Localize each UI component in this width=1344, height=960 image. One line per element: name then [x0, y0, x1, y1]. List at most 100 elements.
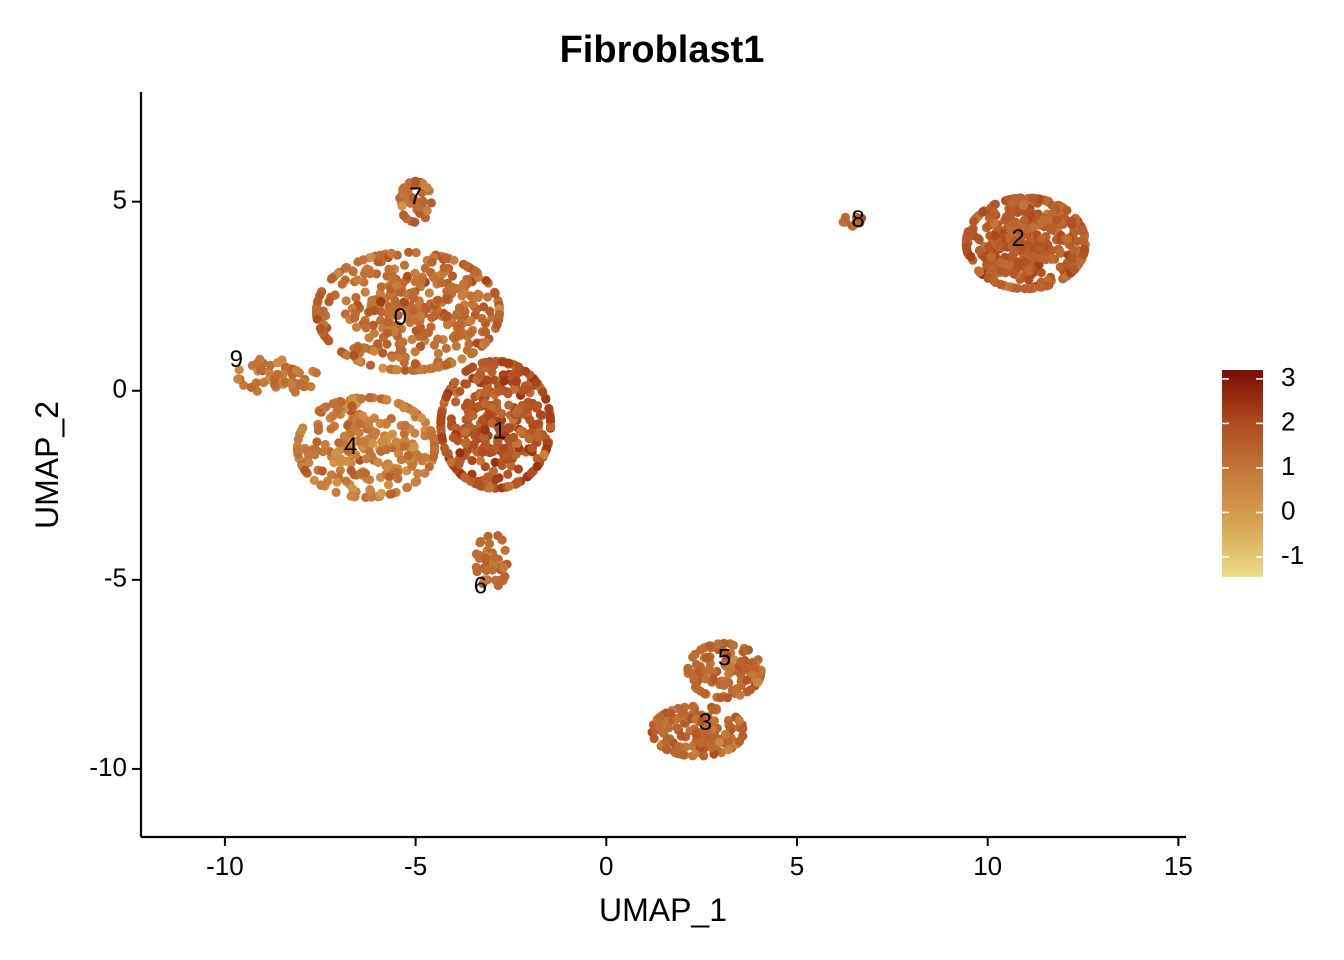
cell-point: [341, 296, 351, 306]
cell-point: [484, 539, 495, 549]
cell-point: [360, 287, 370, 297]
cell-point: [1036, 253, 1046, 263]
cell-point: [413, 468, 423, 479]
cell-point: [312, 437, 322, 447]
cell-point: [328, 399, 338, 409]
cell-point: [399, 441, 409, 451]
x-tick-label: 5: [790, 851, 804, 881]
cell-point: [358, 411, 368, 421]
cell-point: [1019, 215, 1029, 225]
cell-point: [701, 674, 711, 684]
cell-point: [963, 227, 973, 237]
cell-point: [446, 457, 456, 467]
cell-point: [697, 716, 707, 726]
cell-point: [700, 688, 710, 699]
cell-point: [506, 461, 516, 471]
cell-point: [392, 365, 402, 375]
cell-point: [1023, 265, 1033, 275]
cell-point: [332, 477, 342, 487]
cell-point: [402, 271, 413, 281]
cell-point: [503, 389, 513, 399]
cell-point: [467, 299, 477, 309]
cell-point: [339, 431, 349, 441]
cell-point: [487, 367, 497, 377]
colorbar-tick-label: 0: [1281, 495, 1295, 525]
cell-point: [1012, 283, 1023, 293]
cell-point: [300, 465, 310, 475]
cell-point: [369, 306, 379, 316]
cell-point: [376, 488, 387, 498]
cell-point: [399, 211, 409, 221]
cell-point: [397, 201, 407, 211]
cell-point: [996, 279, 1006, 289]
cell-point: [458, 329, 468, 339]
cell-point: [376, 282, 386, 292]
cell-point: [367, 295, 377, 306]
cell-point: [383, 317, 393, 327]
x-tick-label: -5: [404, 851, 427, 881]
cell-point: [477, 313, 487, 324]
cell-point: [317, 466, 327, 476]
cell-point: [662, 734, 673, 744]
cell-point: [1072, 236, 1082, 246]
cell-point: [719, 680, 729, 691]
cell-point: [400, 365, 410, 375]
cluster-label-9: 9: [230, 346, 243, 373]
cell-point: [969, 216, 979, 226]
cell-point: [320, 439, 330, 450]
cell-point: [390, 295, 400, 306]
cell-point: [430, 311, 440, 321]
cell-point: [409, 287, 419, 297]
cell-point: [688, 701, 698, 711]
colorbar-tick-label: 2: [1281, 406, 1295, 436]
cell-point: [723, 745, 733, 755]
cell-point: [661, 744, 672, 754]
cell-point: [418, 196, 428, 206]
cell-point: [492, 320, 502, 330]
cluster-label-0: 0: [394, 304, 407, 331]
cell-point: [535, 410, 546, 420]
cell-point: [361, 323, 371, 333]
cell-point: [411, 176, 421, 186]
cell-point: [387, 274, 397, 284]
cell-point: [459, 279, 469, 289]
cell-point: [539, 449, 549, 460]
cell-point: [666, 708, 676, 718]
cell-point: [326, 424, 336, 434]
colorbar-ticks: 3 2 1 0 -1: [1222, 362, 1304, 570]
cell-point: [371, 269, 382, 279]
cell-point: [409, 407, 419, 417]
cell-point: [346, 491, 356, 501]
cell-point: [449, 255, 459, 265]
cell-point: [1079, 237, 1089, 247]
cell-point: [415, 365, 425, 375]
cell-point: [451, 397, 461, 407]
cell-point: [384, 472, 394, 482]
cell-point: [1036, 218, 1046, 229]
cell-point: [433, 348, 443, 359]
cluster-label-4: 4: [344, 433, 357, 460]
cell-point: [734, 715, 744, 726]
cluster-label-6: 6: [474, 573, 487, 600]
cell-point: [420, 468, 430, 478]
cell-point: [381, 445, 391, 455]
cell-point: [503, 469, 513, 479]
cell-point: [708, 674, 718, 684]
x-axis-label: UMAP_1: [599, 892, 727, 928]
cell-point: [515, 426, 526, 436]
cell-point: [517, 386, 527, 396]
cell-point: [397, 189, 407, 199]
cell-point: [696, 738, 706, 748]
cell-point: [513, 464, 524, 474]
cell-point: [277, 355, 287, 365]
cell-point: [490, 553, 500, 563]
cell-point: [323, 476, 333, 486]
cell-point: [478, 447, 488, 457]
cell-point: [304, 458, 314, 468]
cell-point: [355, 419, 365, 429]
cell-point: [1010, 218, 1020, 228]
cell-point: [336, 397, 346, 407]
cell-point: [387, 489, 397, 499]
cell-point: [1025, 284, 1035, 294]
cell-point: [460, 307, 470, 317]
